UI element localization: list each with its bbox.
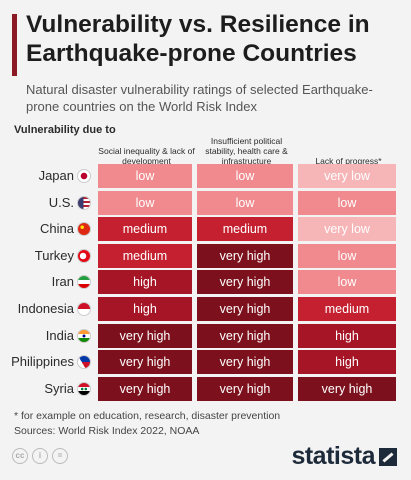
rating-cell: medium bbox=[98, 243, 192, 268]
india-flag-icon bbox=[77, 328, 91, 343]
title-accent-bar bbox=[12, 14, 17, 76]
rating-cell: very high bbox=[98, 376, 192, 401]
country-label: Philippines bbox=[11, 354, 74, 370]
table-row: Japan low low very low bbox=[0, 164, 411, 188]
column-header-label: Insufficient political stability, health… bbox=[205, 136, 288, 166]
rating-cell: very high bbox=[197, 270, 293, 295]
rating-cell: very high bbox=[197, 350, 293, 375]
creative-commons-icon[interactable]: cc bbox=[12, 448, 28, 464]
statista-mark-icon bbox=[379, 447, 397, 466]
table-row: Iran high very high low bbox=[0, 270, 411, 295]
philippines-flag-icon bbox=[77, 355, 91, 370]
table-row: India very high very high high bbox=[0, 323, 411, 348]
rating-cell: medium bbox=[298, 297, 396, 321]
country-label: Iran bbox=[51, 274, 74, 290]
table-row: China medium medium very low bbox=[0, 217, 411, 242]
rating-cell: high bbox=[98, 297, 192, 321]
turkey-flag-icon bbox=[77, 248, 91, 263]
rating-cell: low bbox=[98, 164, 192, 188]
country-label: Indonesia bbox=[17, 301, 74, 316]
indonesia-flag-icon bbox=[77, 302, 91, 316]
statista-logo[interactable]: statista bbox=[291, 442, 397, 471]
japan-flag-icon bbox=[77, 169, 91, 183]
rating-cell: low bbox=[298, 270, 396, 295]
column-header: Social inequality & lack of development bbox=[98, 134, 195, 166]
table-row: Syria very high very high very high bbox=[0, 376, 411, 401]
table-row: Turkey medium very high low bbox=[0, 243, 411, 268]
syria-flag-icon bbox=[77, 381, 91, 396]
rating-cell: low bbox=[197, 190, 293, 215]
table-row: U.S. low low low bbox=[0, 190, 411, 215]
rating-cell: very high bbox=[298, 376, 396, 401]
footnote: * for example on education, research, di… bbox=[14, 410, 281, 422]
rating-cell: high bbox=[98, 270, 192, 295]
rating-cell: low bbox=[98, 190, 192, 215]
china-flag-icon bbox=[77, 222, 91, 237]
iran-flag-icon bbox=[77, 275, 91, 290]
country-label: Syria bbox=[44, 380, 74, 396]
country-label: India bbox=[45, 327, 74, 343]
rating-cell: very high bbox=[98, 323, 192, 348]
page-subtitle: Natural disaster vulnerability ratings o… bbox=[26, 82, 373, 114]
rating-cell: low bbox=[298, 243, 396, 268]
rating-cell: very high bbox=[197, 323, 293, 348]
brand-name: statista bbox=[291, 442, 375, 470]
rating-cell: very low bbox=[298, 217, 396, 242]
rating-cell: very high bbox=[197, 297, 293, 321]
rating-cell: very high bbox=[197, 376, 293, 401]
attribution-icon[interactable]: i bbox=[32, 448, 48, 464]
column-header: Insufficient political stability, health… bbox=[197, 134, 296, 166]
rating-cell: low bbox=[298, 190, 396, 215]
country-label: China bbox=[40, 221, 74, 237]
rating-cell: high bbox=[298, 350, 396, 375]
no-derivatives-icon[interactable]: = bbox=[52, 448, 68, 464]
rating-cell: very high bbox=[98, 350, 192, 375]
table-row: Indonesia high very high medium bbox=[0, 297, 411, 321]
rating-cell: very low bbox=[298, 164, 396, 188]
license-icons: cc i = bbox=[12, 448, 68, 464]
rating-cell: low bbox=[197, 164, 293, 188]
page-title: Vulnerability vs. Resilience in Earthqua… bbox=[26, 11, 370, 67]
us-flag-icon bbox=[77, 195, 91, 210]
column-header-label: Social inequality & lack of development bbox=[98, 146, 195, 166]
column-header-label: Lack of progress* bbox=[315, 156, 382, 166]
rating-cell: medium bbox=[98, 217, 192, 242]
column-header: Lack of progress* bbox=[298, 134, 399, 166]
country-label: Japan bbox=[38, 168, 74, 183]
vulnerability-label: Vulnerability due to bbox=[14, 124, 116, 136]
country-label: U.S. bbox=[48, 194, 74, 210]
rating-cell: high bbox=[298, 323, 396, 348]
table-row: Philippines very high very high high bbox=[0, 350, 411, 375]
source-note: Sources: World Risk Index 2022, NOAA bbox=[14, 425, 200, 437]
rating-cell: medium bbox=[197, 217, 293, 242]
rating-cell: very high bbox=[197, 243, 293, 268]
country-label: Turkey bbox=[34, 247, 74, 263]
